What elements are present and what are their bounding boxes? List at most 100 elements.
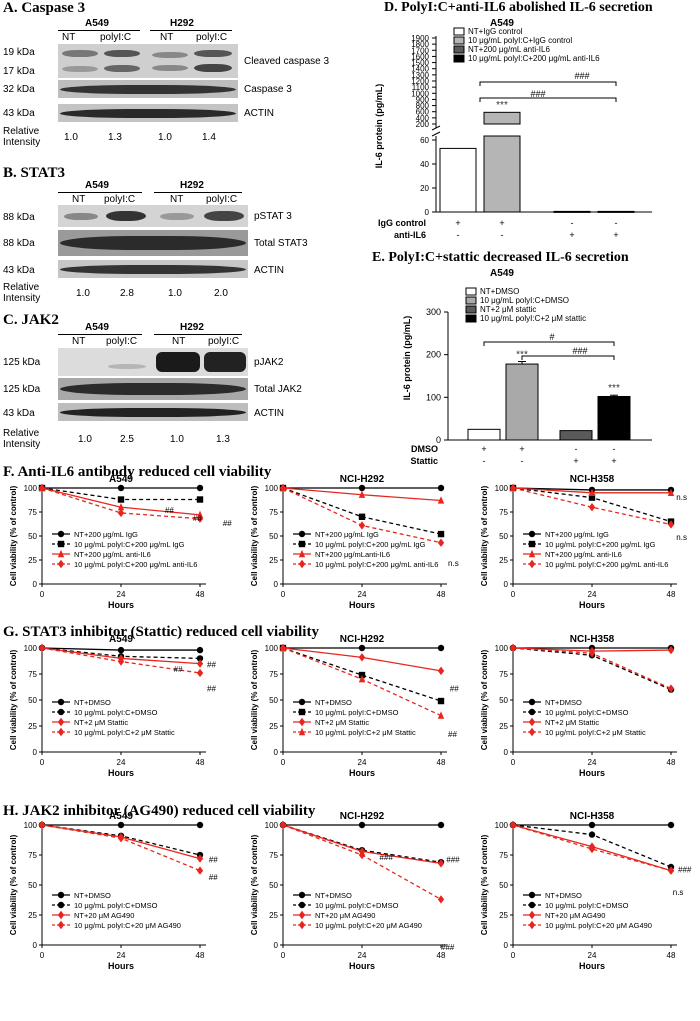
line-chart-G2: NCI-H292 0 25 50 75 100 0 24 48 Hours Cell viabili…	[250, 634, 459, 778]
data-point	[117, 496, 125, 503]
data-point	[358, 490, 366, 498]
data-point	[528, 920, 536, 930]
kda-label: 19 kDa	[3, 47, 35, 58]
y-tick-label: 75	[269, 670, 278, 679]
data-point	[196, 496, 204, 503]
data-point	[437, 484, 445, 492]
line-chart-H3: NCI-H358 0 25 50 75 100 0 24 48 Hours Cell viabili…	[480, 811, 692, 971]
legend-label: 10 μg/mL polyI:C+2 μM Stattic	[74, 728, 175, 737]
bar	[467, 428, 501, 441]
data-point	[298, 698, 306, 706]
x-tick-label: 24	[588, 590, 597, 599]
data-point	[117, 484, 125, 492]
data-point	[588, 844, 596, 854]
x-tick-label: 48	[667, 590, 676, 599]
data-point	[117, 508, 125, 518]
line-chart-G1: A549 0 25 50 75 100 0 24 48 Hours Cell viability (…	[9, 634, 216, 778]
data-point	[196, 646, 204, 654]
blot-label: pSTAT 3	[254, 211, 292, 222]
legend-label: NT+200 μg/mL IgG	[315, 530, 379, 539]
y-tick-label: 100	[24, 821, 38, 830]
sig-annotation: ##	[209, 873, 218, 882]
condition-mark: -	[521, 456, 524, 466]
data-point	[667, 645, 675, 655]
y-tick-label: 75	[499, 508, 508, 517]
legend-label: NT+200 μg/mL anti-IL6	[74, 550, 151, 559]
data-point	[298, 708, 306, 716]
intensity-value: 2.5	[120, 434, 134, 445]
data-point	[38, 820, 46, 830]
intensity-value: 2.8	[120, 288, 134, 299]
y-tick-label: 0	[274, 580, 279, 589]
data-point	[196, 668, 204, 678]
sig-annotation: ##	[174, 665, 183, 674]
lane-label: NT	[72, 336, 86, 347]
data-point	[298, 540, 306, 548]
data-point	[279, 483, 287, 493]
sig-bracket-label: ###	[530, 89, 545, 99]
x-tick-label: 0	[511, 951, 516, 960]
y-tick-label: 0	[504, 941, 509, 950]
legend-label: NT+DMSO	[74, 698, 111, 707]
x-axis-label: Hours	[349, 768, 375, 778]
y-tick-label: 0	[504, 580, 509, 589]
line-chart-H1: A549 0 25 50 75 100 0 24 48 Hours Cell viability (…	[9, 811, 218, 971]
legend-label: 10 μg/mL polyI:C+DMSO	[315, 708, 399, 717]
y-tick-label: 1800	[411, 40, 429, 49]
legend-label: 10 μg/mL polyI:C+DMSO	[74, 708, 158, 717]
kda-label: 125 kDa	[3, 357, 41, 368]
x-axis-label: Hours	[579, 768, 605, 778]
y-tick-label: 400	[416, 114, 430, 123]
x-tick-label: 24	[117, 951, 126, 960]
data-point	[57, 549, 65, 558]
chart-title: A549	[109, 474, 133, 485]
panel-c-title: C. JAK2	[3, 312, 59, 328]
legend-swatch	[453, 54, 465, 63]
legend-label: NT+DMSO	[315, 698, 352, 707]
data-point	[588, 649, 596, 658]
y-tick-label: 50	[269, 532, 278, 541]
group-label: H292	[180, 322, 204, 333]
bar	[483, 135, 521, 213]
data-point	[528, 540, 536, 548]
data-point	[298, 530, 306, 538]
sig-annotation: ###	[446, 856, 460, 865]
legend-label: 10 μg/mL polyI:C+200 μg/mL anti-IL6	[315, 560, 438, 569]
x-axis-label: Hours	[108, 961, 134, 971]
x-tick-label: 48	[667, 951, 676, 960]
condition-label: Stattic	[410, 456, 438, 466]
blot-total-jak2	[58, 378, 248, 400]
data-point	[298, 920, 306, 930]
group-label: A549	[85, 180, 109, 191]
blot-actin	[58, 260, 248, 278]
blot-label: ACTIN	[254, 408, 284, 419]
legend-swatch	[453, 45, 465, 54]
legend-swatch	[465, 305, 477, 314]
x-tick-label: 0	[281, 590, 286, 599]
legend-label: 10 μg/mL polyI:C+2 μM Stattic	[545, 728, 646, 737]
data-point	[196, 484, 204, 492]
data-point	[528, 530, 536, 538]
sig-annotation: ##	[165, 506, 174, 515]
y-tick-label: 1600	[411, 52, 429, 61]
intensity-value: 1.3	[108, 132, 122, 143]
data-point	[667, 488, 675, 496]
data-point	[57, 891, 65, 899]
data-point	[57, 698, 65, 706]
y-tick-label: 0	[33, 748, 38, 757]
chart-subtitle: A549	[490, 268, 514, 279]
legend-label: NT+IgG control	[468, 27, 523, 36]
data-point	[298, 559, 306, 569]
legend-label: NT+200 μg/mL IgG	[545, 530, 609, 539]
y-axis-label: Cell viability (% of control)	[250, 834, 259, 935]
y-tick-label: 1200	[411, 77, 429, 86]
condition-mark: +	[519, 444, 524, 454]
legend-label: 10 μg/mL polyI:C+200 μg/mL anti-IL6	[74, 560, 197, 569]
legend-label: 10 μg/mL polyI:C+DMSO	[480, 296, 569, 305]
y-tick-label: 40	[420, 160, 429, 169]
data-point	[298, 891, 306, 899]
data-point	[588, 494, 596, 501]
panel-d-chart: A549 IL-6 protein (pg/mL) 20040060080090…	[374, 18, 652, 240]
blot-caspase3	[58, 80, 238, 98]
y-tick-label: 100	[495, 484, 509, 493]
